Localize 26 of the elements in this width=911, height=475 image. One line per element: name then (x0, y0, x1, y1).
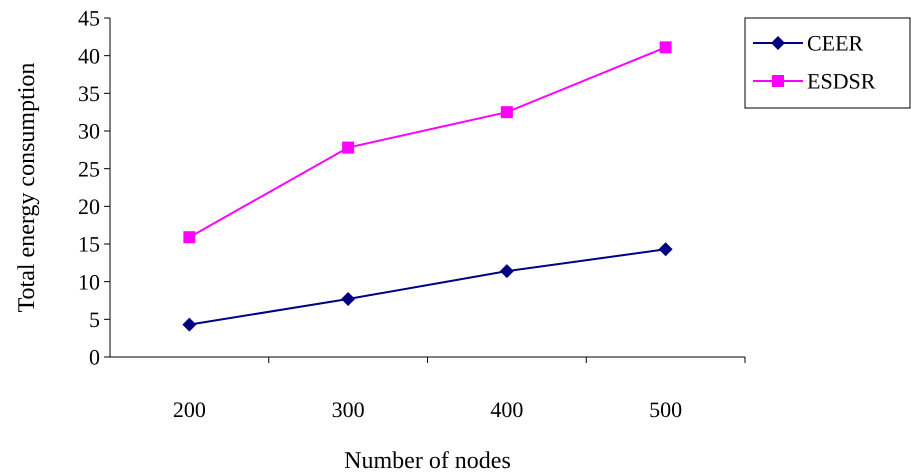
y-tick-label: 15 (78, 232, 100, 257)
y-tick-label: 35 (78, 81, 100, 106)
y-tick-label: 25 (78, 156, 100, 182)
y-tick-label: 40 (78, 43, 100, 68)
x-tick-label: 500 (649, 397, 682, 422)
point (658, 242, 673, 256)
point (182, 318, 196, 332)
point (500, 264, 514, 278)
y-tick-label: 20 (78, 194, 100, 220)
y-tick-label: 0 (89, 344, 100, 370)
x-axis-title: Number of nodes (344, 448, 511, 474)
y-tick-label: 5 (89, 307, 100, 332)
legend-label: ESDSR (807, 68, 876, 94)
y-tick-label: 45 (78, 6, 100, 31)
y-tick-label: 30 (78, 118, 100, 144)
x-tick-label: 200 (172, 397, 206, 422)
x-tick-label: 300 (332, 397, 365, 422)
point (183, 231, 196, 244)
x-tick-label: 400 (490, 397, 524, 422)
point (341, 292, 356, 306)
legend-label: CEER (807, 30, 864, 56)
y-axis-title: Total energy consumption (14, 62, 40, 312)
point (500, 106, 513, 118)
point (342, 142, 354, 154)
y-tick-label: 10 (78, 269, 100, 294)
point (660, 41, 672, 54)
